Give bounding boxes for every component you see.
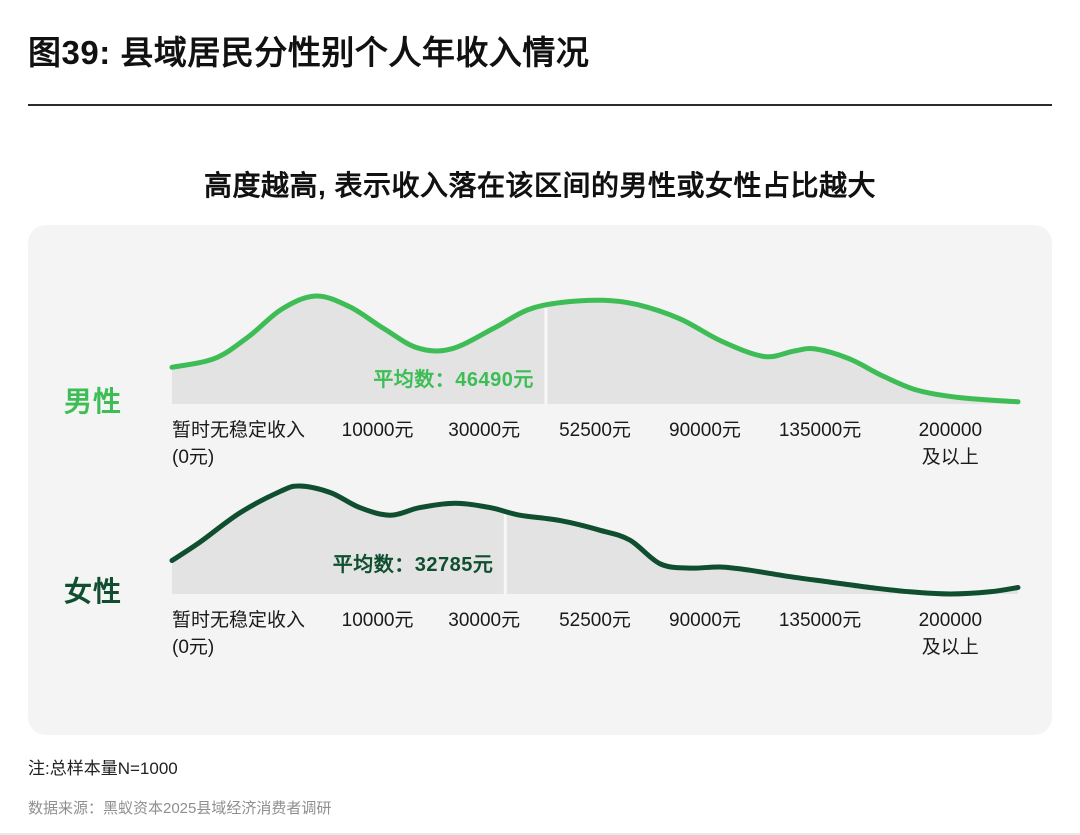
data-source-note: 数据来源：黑蚁资本2025县域经济消费者调研 bbox=[28, 800, 332, 817]
x-axis-tick: 10000元 bbox=[341, 610, 414, 631]
female-mean-label: 平均数：32785元 bbox=[332, 554, 494, 576]
x-axis-tick: 30000元 bbox=[448, 610, 521, 631]
figure-header: 图39: 县域居民分性别个人年收入情况 bbox=[0, 0, 1080, 106]
x-axis-tick: 暂时无稳定收入 (0元) bbox=[172, 420, 306, 468]
x-axis-tick: 52500元 bbox=[559, 610, 631, 631]
sample-size-note: 注:总样本量N=1000 bbox=[28, 759, 178, 778]
female-group-label: 女性 bbox=[64, 576, 123, 607]
density-area-fill bbox=[172, 485, 1018, 594]
density-curve-line bbox=[169, 483, 1021, 597]
density-area-fill bbox=[172, 295, 1018, 404]
x-axis-tick: 200000及以上 bbox=[918, 610, 983, 658]
density-curve-line bbox=[169, 293, 1021, 405]
figure-title: 图39: 县域居民分性别个人年收入情况 bbox=[28, 34, 590, 71]
x-axis-tick: 52500元 bbox=[559, 420, 631, 441]
title-divider bbox=[28, 103, 1052, 106]
x-axis-tick: 90000元 bbox=[669, 610, 741, 631]
male-chart-row: 男性 平均数：46490元 暂时无稳定收入 (0元) 10000元 30000元 52… bbox=[28, 274, 1052, 468]
x-axis-tick: 135000元 bbox=[778, 610, 862, 631]
female-chart-row: 女性 平均数：32785元 暂时无稳定收入 (0元) 10000元 30000元 52… bbox=[28, 464, 1052, 658]
male-x-axis: 暂时无稳定收入 (0元) 10000元 30000元 52500元 90000元 1350… bbox=[172, 408, 1018, 468]
mean-divider-line bbox=[544, 307, 548, 404]
chart-panel: 男性 平均数：46490元 暂时无稳定收入 (0元) 10000元 30000元 52… bbox=[28, 225, 1052, 735]
male-density-curve bbox=[169, 293, 1021, 405]
male-plot-area: 平均数：46490元 暂时无稳定收入 (0元) 10000元 30000元 52500… bbox=[169, 274, 1021, 468]
chart-subtitle: 高度越高, 表示收入落在该区间的男性或女性占比越大 bbox=[203, 169, 877, 201]
female-plot-area: 平均数：32785元 暂时无稳定收入 (0元) 10000元 30000元 52500… bbox=[169, 464, 1021, 658]
x-axis-tick: 135000元 bbox=[778, 420, 862, 441]
x-axis-tick: 10000元 bbox=[341, 420, 414, 441]
female-density-curve bbox=[169, 483, 1021, 597]
mean-divider-line bbox=[503, 513, 507, 594]
x-axis-tick: 暂时无稳定收入 (0元) bbox=[172, 610, 306, 658]
x-axis-tick: 200000及以上 bbox=[918, 420, 983, 468]
male-group-label: 男性 bbox=[64, 386, 123, 417]
x-axis-tick: 30000元 bbox=[448, 420, 521, 441]
male-mean-label: 平均数：46490元 bbox=[373, 369, 534, 391]
female-x-axis: 暂时无稳定收入 (0元) 10000元 30000元 52500元 90000元 1350… bbox=[172, 598, 1018, 658]
x-axis-tick: 90000元 bbox=[669, 420, 741, 441]
